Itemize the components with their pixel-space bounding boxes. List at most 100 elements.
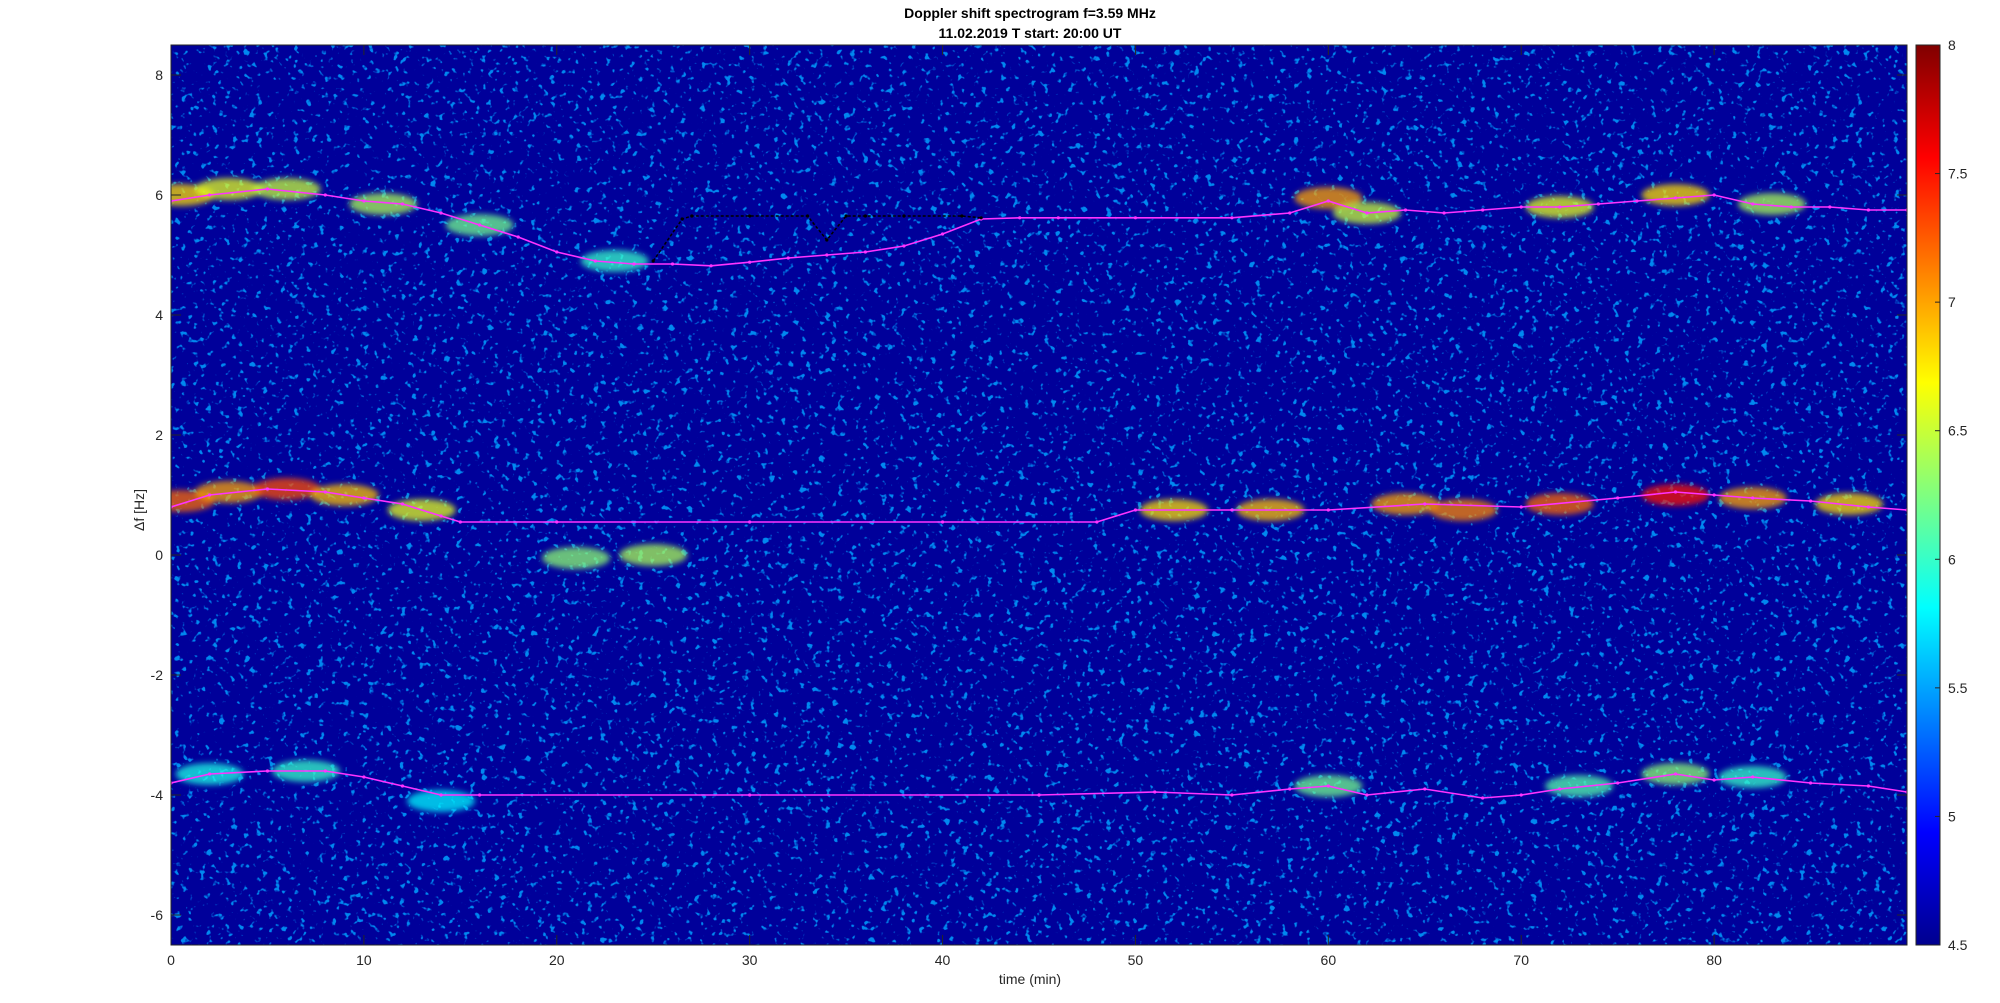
trace-point	[1326, 508, 1330, 512]
trace-point	[265, 187, 270, 191]
trace-point	[1616, 496, 1620, 500]
y-tick-label: 2	[155, 427, 163, 443]
trace-point	[323, 769, 327, 773]
trace-point	[1288, 211, 1292, 215]
y-tick-label: 6	[155, 187, 163, 203]
colorbar-tick-label: 5.5	[1948, 680, 1968, 696]
trace-point	[1365, 793, 1369, 797]
intensity-blob	[252, 478, 321, 500]
trace-point	[1828, 205, 1832, 209]
trace-point	[748, 214, 752, 218]
trace-point	[825, 238, 829, 242]
intensity-blob	[407, 790, 476, 812]
trace-point	[1095, 520, 1099, 524]
y-tick-label: -6	[151, 907, 164, 923]
trace-point	[362, 199, 366, 203]
intensity-blob	[580, 250, 649, 272]
doppler-trace-line	[171, 188, 1907, 267]
trace-point	[593, 259, 597, 263]
colorbar-tick-label: 7.5	[1948, 166, 1968, 182]
trace-point	[323, 193, 327, 197]
trace-point	[478, 793, 482, 797]
trace-point	[1153, 790, 1157, 794]
trace-point	[400, 202, 405, 206]
plot-frame	[170, 44, 1908, 946]
trace-point	[1519, 505, 1523, 509]
y-tick-label: -2	[151, 667, 164, 683]
doppler-trace-line	[171, 488, 1907, 523]
plot-area	[170, 44, 1908, 946]
trace-point	[1037, 793, 1041, 797]
trace-point	[1673, 196, 1678, 200]
trace-point	[516, 235, 520, 239]
colorbar-tick-label: 8	[1948, 37, 1956, 53]
x-tick-label: 20	[549, 952, 565, 968]
trace-point	[670, 262, 675, 266]
x-axis-label: time (min)	[999, 971, 1061, 987]
x-tick-label: 50	[1128, 952, 1144, 968]
trace-point	[902, 244, 906, 248]
intensity-blob	[1429, 499, 1498, 521]
trace-point	[1866, 505, 1871, 509]
trace-point	[1751, 775, 1755, 779]
intensity-blob	[1371, 493, 1440, 515]
trace-point	[680, 217, 684, 221]
trace-point	[1365, 211, 1369, 215]
intensity-blob	[194, 178, 263, 200]
x-tick-label: 40	[935, 952, 951, 968]
trace-point	[439, 514, 443, 518]
colorbar: 4.5 5 5.5 6 6.5 7 7.5 8	[1915, 37, 1968, 953]
trace-point	[940, 520, 945, 524]
intensity-blob	[542, 547, 611, 569]
trace-point	[1423, 787, 1427, 791]
trace-point	[1056, 216, 1060, 220]
trace-point	[1712, 778, 1716, 782]
intensity-blob	[1641, 184, 1710, 206]
x-tick-label: 10	[356, 952, 372, 968]
trace-point	[1616, 781, 1620, 785]
trace-layer	[171, 187, 1907, 800]
trace-point	[439, 793, 443, 797]
colorbar-gradient	[1915, 44, 1941, 946]
trace-point	[1673, 772, 1678, 776]
colorbar-tick-label: 5	[1948, 808, 1956, 824]
trace-point	[555, 520, 559, 524]
y-tick-label: 8	[155, 67, 163, 83]
intensity-blob	[349, 193, 418, 215]
trace-point	[748, 793, 752, 797]
trace-point	[863, 250, 868, 254]
trace-point	[786, 256, 790, 260]
trace-point	[825, 253, 829, 257]
trace-point	[1133, 508, 1138, 512]
trace-point	[1519, 793, 1523, 797]
intensity-blob	[1641, 484, 1710, 506]
y-tick-label: -4	[151, 787, 164, 803]
trace-point	[207, 493, 212, 497]
trace-point	[709, 264, 713, 268]
trace-point	[439, 211, 443, 215]
trace-point	[323, 490, 327, 494]
intensity-blob	[619, 544, 688, 566]
chart-subtitle: 11.02.2019 T start: 20:00 UT	[939, 25, 1122, 41]
intensity-blob	[252, 178, 321, 200]
trace-point	[940, 232, 945, 236]
trace-point	[863, 214, 868, 218]
trace-point	[1442, 211, 1446, 215]
colorbar-tick-label: 6.5	[1948, 423, 1968, 439]
trace-point	[1230, 508, 1234, 512]
y-axis: -6 -4 -2 0 2 4 6 8	[151, 67, 1907, 923]
x-tick-label: 70	[1513, 952, 1529, 968]
trace-point	[1288, 787, 1292, 791]
trace-point	[478, 223, 482, 227]
trace-point	[1751, 496, 1755, 500]
trace-point	[979, 216, 983, 220]
trace-point	[651, 259, 655, 263]
trace-point	[1018, 216, 1022, 220]
trace-point	[400, 784, 405, 788]
trace-point	[1808, 781, 1813, 785]
trace-point	[844, 214, 848, 218]
chart-title: Doppler shift spectrogram f=3.59 MHz	[904, 5, 1156, 21]
trace-point	[1558, 205, 1562, 209]
trace-point	[1326, 784, 1330, 788]
trace-point	[1808, 499, 1813, 503]
